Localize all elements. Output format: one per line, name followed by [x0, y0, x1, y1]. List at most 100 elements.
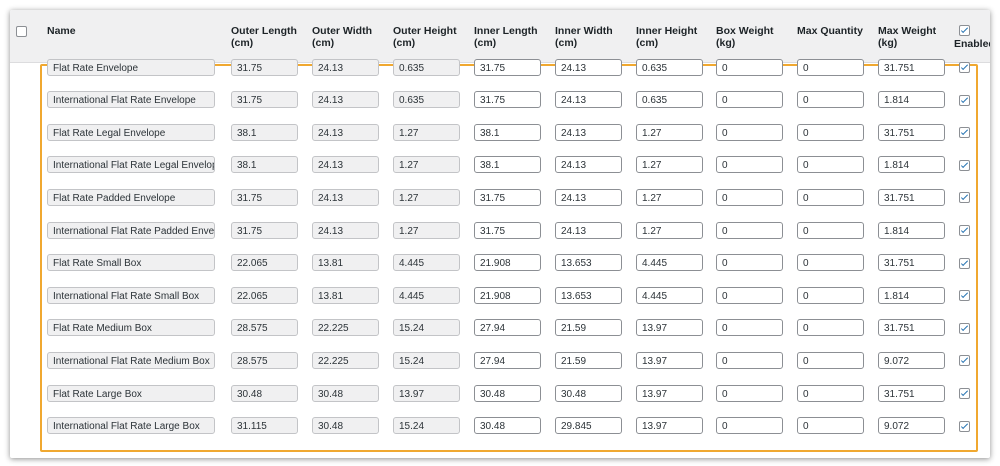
input-field[interactable]: 31.75	[474, 221, 541, 239]
readonly-field: International Flat Rate Medium Box	[47, 351, 215, 369]
input-field[interactable]: 4.445	[636, 254, 703, 272]
input-field[interactable]: 0	[797, 286, 864, 304]
readonly-field: International Flat Rate Legal Envelope	[47, 156, 215, 174]
enabled-checkbox[interactable]	[959, 225, 970, 236]
input-field[interactable]: 31.751	[878, 123, 945, 141]
enabled-checkbox[interactable]	[959, 420, 970, 432]
select-all-checkbox[interactable]	[16, 26, 27, 37]
column-header: Name	[47, 25, 76, 37]
input-field[interactable]: 13.653	[555, 254, 622, 272]
input-field[interactable]: 0	[797, 351, 864, 369]
input-field[interactable]: 27.94	[474, 351, 541, 369]
input-field[interactable]: 0	[716, 188, 783, 206]
readonly-field: 15.24	[393, 319, 460, 337]
input-field[interactable]: 4.445	[636, 286, 703, 304]
enabled-checkbox[interactable]	[959, 159, 970, 171]
input-field[interactable]: 31.751	[878, 188, 945, 206]
input-field[interactable]: 0	[797, 254, 864, 272]
input-field[interactable]: 0	[716, 221, 783, 239]
enable-all-checkbox[interactable]	[959, 25, 970, 36]
readonly-field: 30.48	[312, 384, 379, 402]
input-field[interactable]: 0	[716, 384, 783, 402]
readonly-field: 24.13	[312, 156, 379, 174]
input-field[interactable]: 0	[797, 417, 864, 435]
input-field[interactable]: 13.653	[555, 286, 622, 304]
enabled-checkbox[interactable]	[959, 355, 970, 367]
input-field[interactable]: 0	[716, 91, 783, 109]
enabled-checkbox[interactable]	[959, 257, 970, 269]
input-field[interactable]: 0	[797, 319, 864, 337]
enabled-checkbox[interactable]	[959, 388, 970, 399]
input-field[interactable]: 1.814	[878, 156, 945, 174]
input-field[interactable]: 38.1	[474, 156, 541, 174]
input-field[interactable]: 13.97	[636, 351, 703, 369]
input-field[interactable]: 0	[716, 156, 783, 174]
input-field[interactable]: 29.845	[555, 417, 622, 435]
readonly-field: 1.27	[393, 123, 460, 141]
input-field[interactable]: 13.97	[636, 384, 703, 402]
input-field[interactable]: 1.814	[878, 221, 945, 239]
input-field[interactable]: 24.13	[555, 188, 622, 206]
input-field[interactable]: 24.13	[555, 156, 622, 174]
input-field[interactable]: 31.75	[474, 188, 541, 206]
input-field[interactable]: 0	[716, 254, 783, 272]
input-field[interactable]: 21.908	[474, 254, 541, 272]
input-field[interactable]: 24.13	[555, 58, 622, 76]
readonly-field: International Flat Rate Large Box	[47, 417, 215, 435]
table-panel: Name Outer Length (cm) Outer Width (cm) Out…	[10, 10, 990, 458]
input-field[interactable]: 0	[797, 123, 864, 141]
enabled-checkbox[interactable]	[959, 322, 970, 334]
input-field[interactable]: 24.13	[555, 123, 622, 141]
input-field[interactable]: 0	[716, 319, 783, 337]
input-field[interactable]: 30.48	[555, 384, 622, 402]
input-field[interactable]: 0	[716, 123, 783, 141]
input-field[interactable]: 0.635	[636, 58, 703, 76]
readonly-field: 30.48	[231, 384, 298, 402]
enabled-checkbox[interactable]	[959, 192, 970, 204]
input-field[interactable]: 0.635	[636, 91, 703, 109]
input-field[interactable]: 31.751	[878, 254, 945, 272]
enabled-checkbox[interactable]	[959, 290, 970, 302]
input-field[interactable]: 1.27	[636, 156, 703, 174]
input-field[interactable]: 21.59	[555, 319, 622, 337]
input-field[interactable]: 31.751	[878, 384, 945, 402]
input-field[interactable]: 1.814	[878, 91, 945, 109]
input-field[interactable]: 13.97	[636, 417, 703, 435]
input-field[interactable]: 0	[716, 58, 783, 76]
input-field[interactable]: 21.59	[555, 351, 622, 369]
input-field[interactable]: 24.13	[555, 221, 622, 239]
input-field[interactable]: 0	[797, 221, 864, 239]
input-field[interactable]: 0	[716, 417, 783, 435]
input-field[interactable]: 13.97	[636, 319, 703, 337]
input-field[interactable]: 30.48	[474, 384, 541, 402]
input-field[interactable]: 1.27	[636, 188, 703, 206]
input-field[interactable]: 0	[797, 188, 864, 206]
readonly-field: 28.575	[231, 351, 298, 369]
input-field[interactable]: 1.27	[636, 221, 703, 239]
input-field[interactable]: 31.75	[474, 91, 541, 109]
enabled-checkbox[interactable]	[959, 94, 970, 106]
input-field[interactable]: 9.072	[878, 417, 945, 435]
readonly-field: 1.27	[393, 221, 460, 239]
input-field[interactable]: 1.27	[636, 123, 703, 141]
readonly-field: 22.065	[231, 286, 298, 304]
input-field[interactable]: 24.13	[555, 91, 622, 109]
input-field[interactable]: 31.75	[474, 58, 541, 76]
input-field[interactable]: 0	[797, 384, 864, 402]
input-field[interactable]: 0	[797, 91, 864, 109]
input-field[interactable]: 0	[797, 58, 864, 76]
input-field[interactable]: 9.072	[878, 351, 945, 369]
input-field[interactable]: 30.48	[474, 417, 541, 435]
input-field[interactable]: 27.94	[474, 319, 541, 337]
input-field[interactable]: 31.751	[878, 319, 945, 337]
input-field[interactable]: 38.1	[474, 123, 541, 141]
readonly-field: 31.75	[231, 221, 298, 239]
input-field[interactable]: 0	[797, 156, 864, 174]
enabled-checkbox[interactable]	[959, 127, 970, 139]
enabled-checkbox[interactable]	[959, 62, 970, 73]
input-field[interactable]: 31.751	[878, 58, 945, 76]
input-field[interactable]: 0	[716, 351, 783, 369]
input-field[interactable]: 1.814	[878, 286, 945, 304]
input-field[interactable]: 0	[716, 286, 783, 304]
input-field[interactable]: 21.908	[474, 286, 541, 304]
